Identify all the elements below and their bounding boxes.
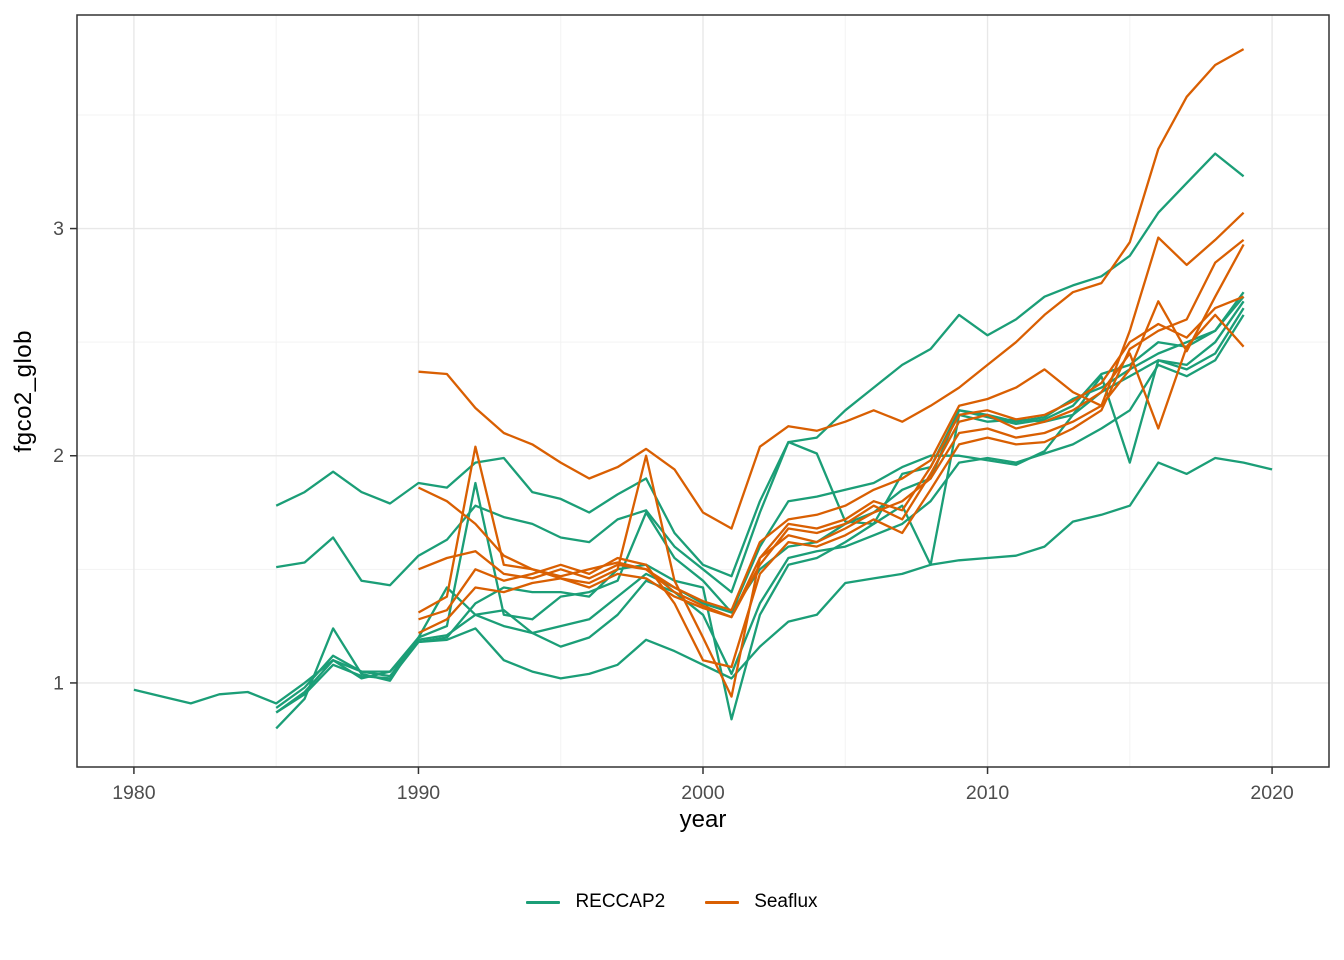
y-tick-label-1: 1 bbox=[53, 672, 64, 694]
y-tick-label-3: 3 bbox=[53, 218, 64, 240]
legend-label-seaflux: Seaflux bbox=[754, 891, 818, 912]
y-tick-label-2: 2 bbox=[53, 445, 64, 467]
legend-key-line-reccap2 bbox=[526, 900, 561, 904]
series-line-reccap2-2 bbox=[275, 152, 1245, 578]
series-line-reccap2-6 bbox=[275, 314, 1245, 730]
x-axis-title: year bbox=[679, 806, 727, 833]
x-tick-label-1990: 1990 bbox=[397, 782, 441, 804]
x-tick-label-2000: 2000 bbox=[681, 782, 725, 804]
series-line-seaflux-1 bbox=[418, 48, 1245, 530]
series-line-seaflux-2 bbox=[418, 211, 1245, 612]
legend-key-line-seaflux bbox=[705, 900, 740, 904]
series-line-reccap2-4 bbox=[275, 307, 1245, 709]
series-line-seaflux-6 bbox=[418, 295, 1245, 619]
x-tick-label-2010: 2010 bbox=[966, 782, 1010, 804]
legend: RECCAP2 Seaflux bbox=[0, 891, 1344, 913]
legend-entry-reccap2: RECCAP2 bbox=[526, 891, 665, 913]
legend-label-reccap2: RECCAP2 bbox=[575, 891, 666, 912]
series-line-reccap2-5 bbox=[275, 300, 1245, 721]
legend-entry-seaflux: Seaflux bbox=[705, 891, 818, 913]
series-line-seaflux-5 bbox=[418, 313, 1245, 635]
series-line-seaflux-4 bbox=[418, 239, 1245, 669]
x-tick-label-1980: 1980 bbox=[112, 782, 156, 804]
x-tick-label-2020: 2020 bbox=[1250, 782, 1294, 804]
